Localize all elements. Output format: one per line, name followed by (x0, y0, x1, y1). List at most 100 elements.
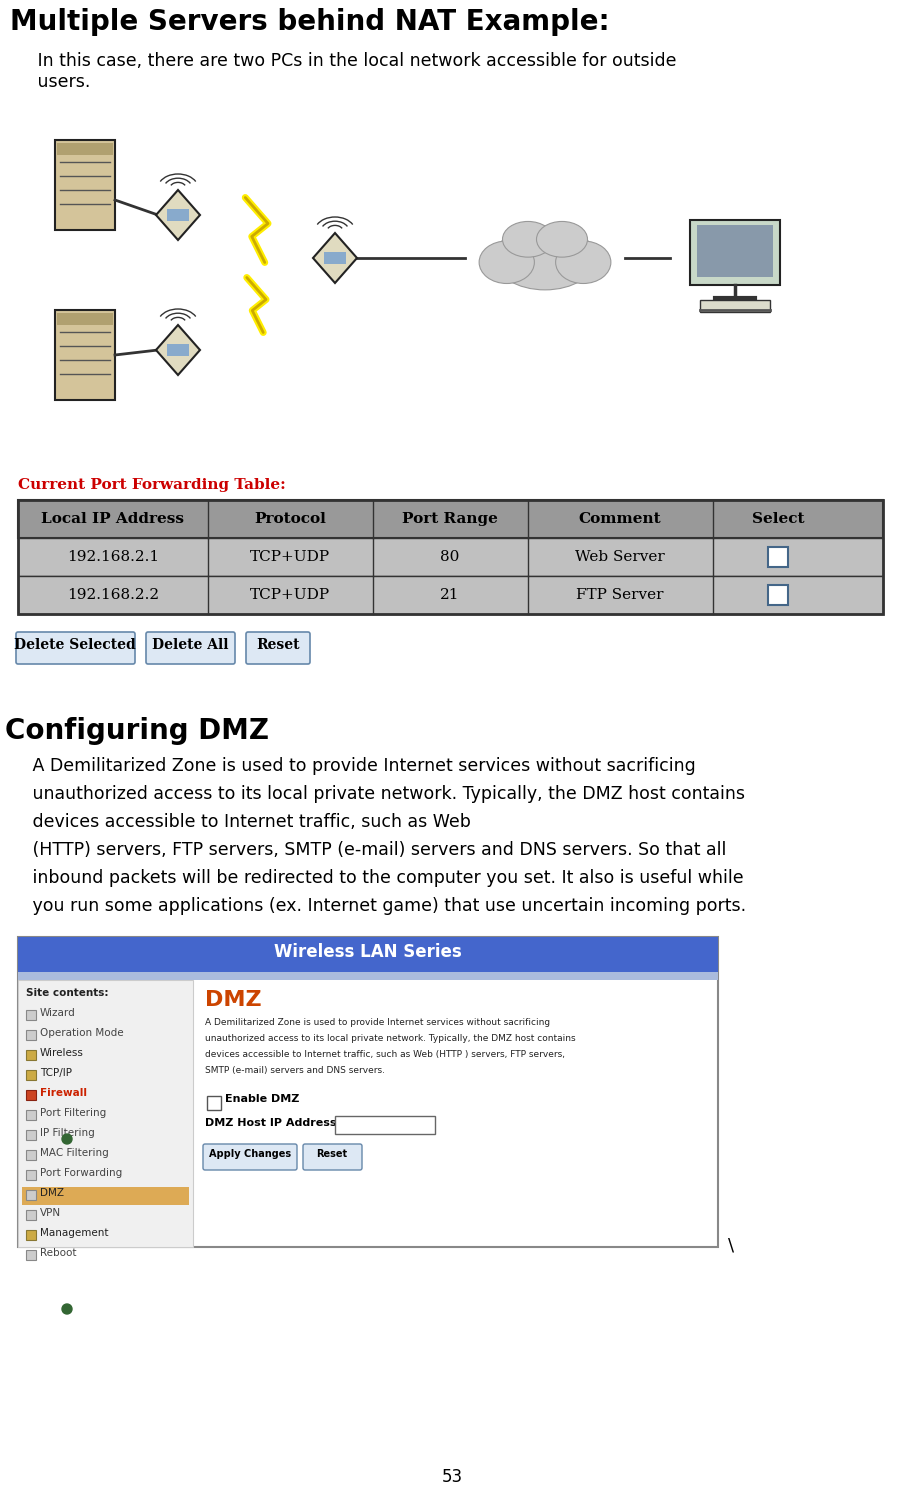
Text: Wizard: Wizard (40, 1007, 76, 1018)
Bar (207, 1096, 220, 1109)
Bar (26, 1231, 36, 1240)
Bar (18, 576, 882, 615)
Text: SMTP (e-mail) servers and DNS servers.: SMTP (e-mail) servers and DNS servers. (205, 1066, 385, 1075)
Bar (18, 538, 882, 576)
Text: DMZ: DMZ (40, 1189, 64, 1198)
Bar (18, 501, 882, 615)
Bar (26, 1171, 36, 1180)
Bar (768, 585, 787, 606)
Bar (323, 252, 346, 264)
Bar (26, 1109, 36, 1120)
Ellipse shape (555, 241, 610, 283)
Polygon shape (156, 325, 200, 375)
Text: TCP/IP: TCP/IP (40, 1067, 72, 1078)
Text: Local IP Address: Local IP Address (42, 513, 184, 526)
Text: TCP+UDP: TCP+UDP (249, 550, 330, 564)
Text: Reset: Reset (316, 1150, 347, 1159)
FancyBboxPatch shape (203, 1144, 297, 1171)
Bar (167, 208, 189, 220)
Bar (699, 300, 769, 312)
Bar (768, 547, 787, 567)
Text: 21: 21 (440, 588, 460, 603)
Text: Apply Changes: Apply Changes (209, 1150, 291, 1159)
Text: inbound packets will be redirected to the computer you set. It also is useful wh: inbound packets will be redirected to th… (5, 869, 743, 887)
Text: Web Server: Web Server (574, 550, 664, 564)
Text: DMZ: DMZ (205, 989, 261, 1010)
Text: 53: 53 (441, 1468, 462, 1486)
Polygon shape (156, 190, 200, 240)
Text: devices accessible to Internet traffic, such as Web (HTTP ) servers, FTP servers: devices accessible to Internet traffic, … (205, 1049, 564, 1058)
Polygon shape (312, 232, 357, 283)
Bar (26, 1150, 36, 1160)
Text: Wireless LAN Series: Wireless LAN Series (274, 943, 461, 961)
FancyBboxPatch shape (146, 633, 235, 664)
Text: Reset: Reset (256, 639, 300, 652)
Text: Protocol: Protocol (254, 513, 326, 526)
Text: A Demilitarized Zone is used to provide Internet services without sacrificing: A Demilitarized Zone is used to provide … (205, 1018, 550, 1027)
FancyBboxPatch shape (16, 633, 135, 664)
Text: Wireless: Wireless (40, 1048, 84, 1058)
Text: FTP Server: FTP Server (575, 588, 663, 603)
Bar (696, 225, 772, 277)
FancyBboxPatch shape (303, 1144, 361, 1171)
Circle shape (62, 1135, 72, 1144)
Bar (26, 1049, 36, 1060)
Bar (57, 142, 113, 154)
Text: Delete All: Delete All (152, 639, 228, 652)
Text: 80: 80 (440, 550, 460, 564)
Ellipse shape (535, 222, 587, 258)
Bar (18, 980, 192, 1247)
Text: Port Range: Port Range (402, 513, 498, 526)
Text: 192.168.2.1: 192.168.2.1 (67, 550, 159, 564)
Text: Configuring DMZ: Configuring DMZ (5, 717, 269, 745)
Ellipse shape (493, 226, 595, 289)
Text: Management: Management (40, 1228, 108, 1238)
Text: Select: Select (751, 513, 804, 526)
Bar (18, 937, 717, 1247)
Bar (689, 220, 779, 285)
Text: DMZ Host IP Address:: DMZ Host IP Address: (205, 1118, 340, 1129)
Bar (57, 313, 113, 325)
Bar (22, 1187, 189, 1205)
Bar (26, 1030, 36, 1040)
Text: you run some applications (ex. Internet game) that use uncertain incoming ports.: you run some applications (ex. Internet … (5, 896, 745, 914)
Bar (26, 1130, 36, 1141)
Text: Delete Selected: Delete Selected (14, 639, 135, 652)
Text: A Demilitarized Zone is used to provide Internet services without sacrificing: A Demilitarized Zone is used to provide … (5, 757, 695, 775)
Text: Reboot: Reboot (40, 1249, 77, 1258)
Text: unauthorized access to its local private network. Typically, the DMZ host contai: unauthorized access to its local private… (5, 785, 744, 803)
Text: \: \ (727, 1237, 733, 1255)
Ellipse shape (479, 241, 534, 283)
Text: VPN: VPN (40, 1208, 61, 1219)
Text: unauthorized access to its local private network. Typically, the DMZ host contai: unauthorized access to its local private… (205, 1034, 575, 1043)
Bar (18, 971, 717, 980)
Bar (18, 937, 717, 971)
Text: Firewall: Firewall (40, 1088, 87, 1097)
Text: IP Filtering: IP Filtering (40, 1129, 95, 1138)
Bar (335, 1115, 434, 1135)
Ellipse shape (502, 222, 553, 258)
Bar (26, 1190, 36, 1201)
Text: Site contents:: Site contents: (26, 988, 108, 998)
Text: (HTTP) servers, FTP servers, SMTP (e-mail) servers and DNS servers. So that all: (HTTP) servers, FTP servers, SMTP (e-mai… (5, 841, 726, 859)
Bar (26, 1010, 36, 1019)
Bar (26, 1090, 36, 1100)
Text: 192.168.2.2: 192.168.2.2 (67, 588, 159, 603)
Bar (26, 1070, 36, 1079)
Text: Multiple Servers behind NAT Example:: Multiple Servers behind NAT Example: (10, 7, 609, 36)
Text: devices accessible to Internet traffic, such as Web: devices accessible to Internet traffic, … (5, 812, 470, 830)
Text: Enable DMZ: Enable DMZ (225, 1094, 299, 1103)
FancyBboxPatch shape (246, 633, 310, 664)
Text: Comment: Comment (578, 513, 661, 526)
Text: In this case, there are two PCs in the local network accessible for outside
    : In this case, there are two PCs in the l… (10, 52, 675, 91)
Text: MAC Filtering: MAC Filtering (40, 1148, 108, 1159)
Text: Current Port Forwarding Table:: Current Port Forwarding Table: (18, 478, 285, 492)
Text: Operation Mode: Operation Mode (40, 1028, 124, 1037)
Text: Port Filtering: Port Filtering (40, 1108, 107, 1118)
Bar (26, 1210, 36, 1220)
Bar (18, 501, 882, 538)
Circle shape (62, 1304, 72, 1315)
Bar (26, 1250, 36, 1261)
Bar (55, 139, 115, 229)
Text: TCP+UDP: TCP+UDP (249, 588, 330, 603)
